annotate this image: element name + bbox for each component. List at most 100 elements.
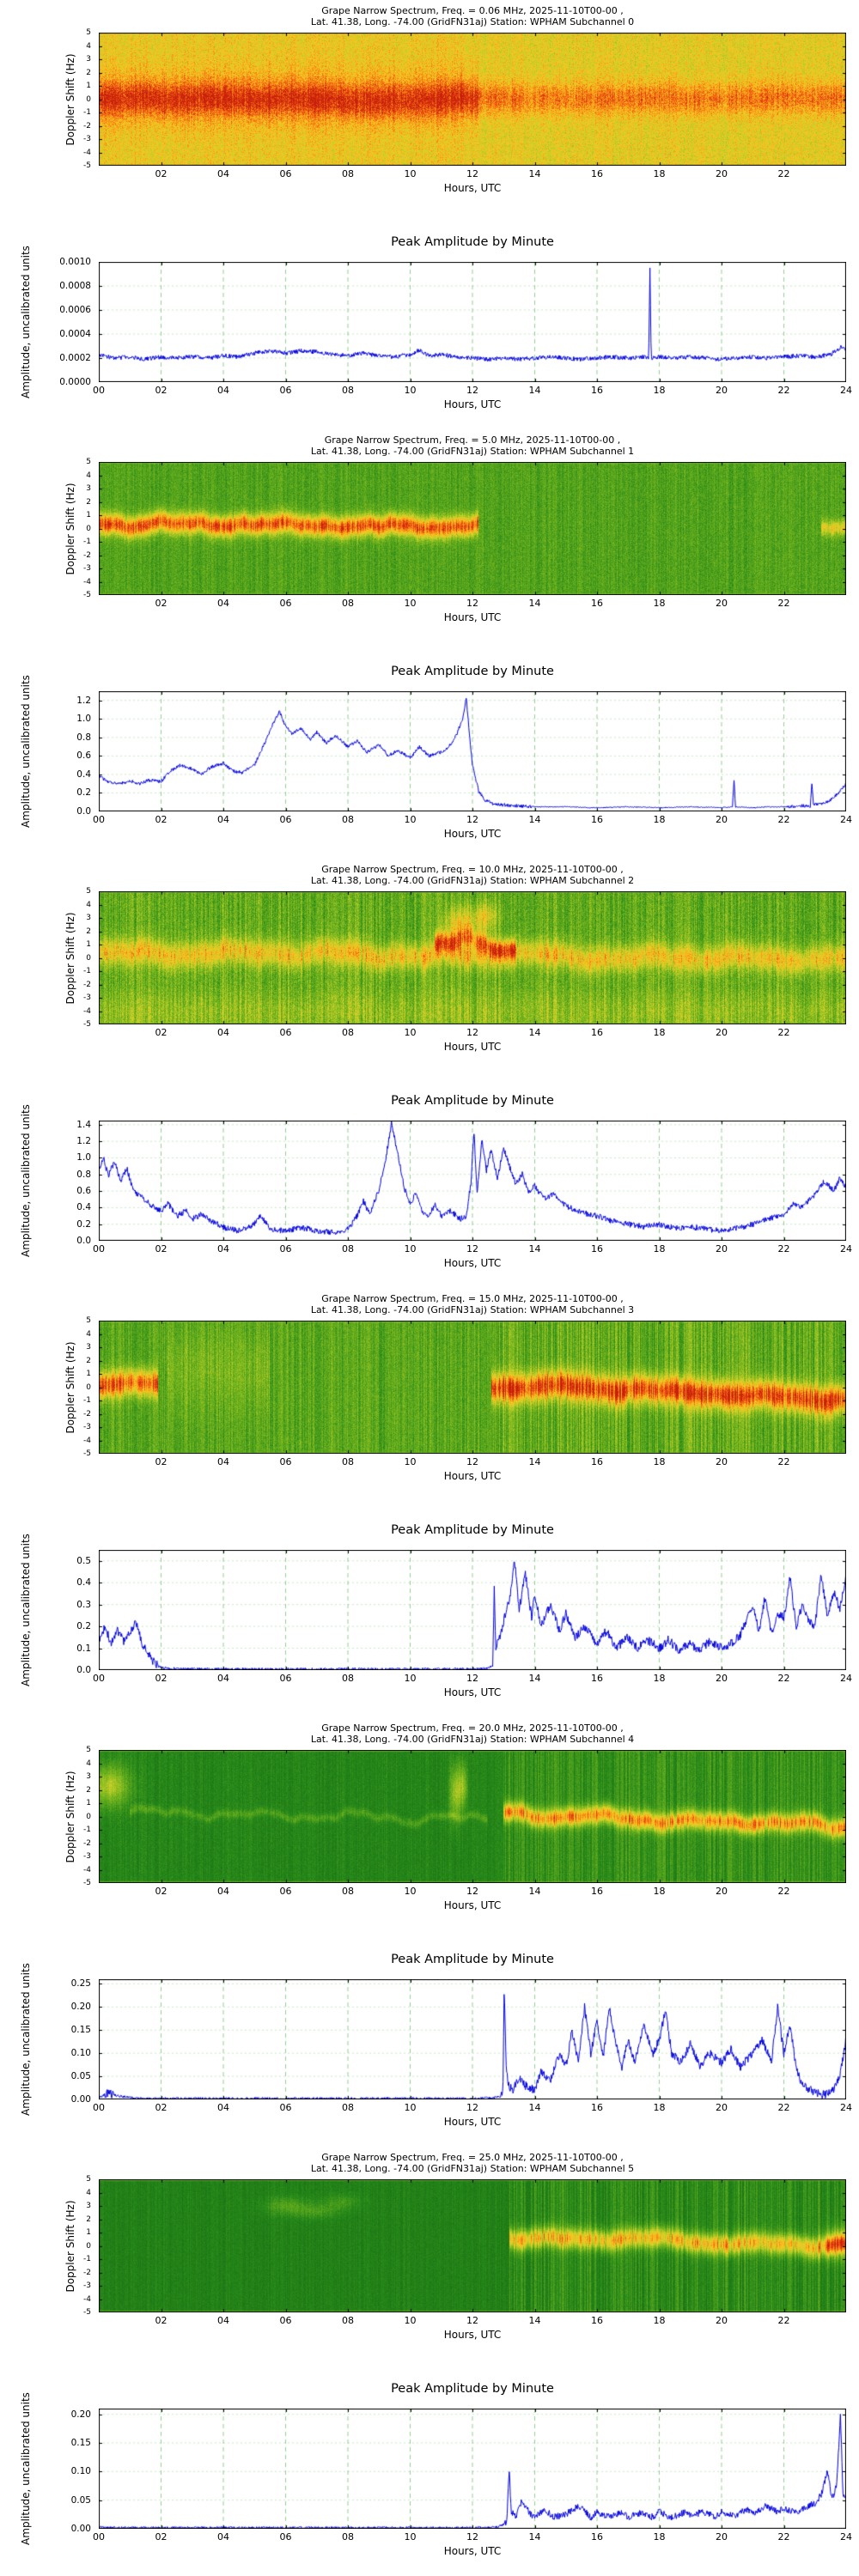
y-tick-label: 0.15 <box>70 2025 91 2036</box>
x-tick-label: 06 <box>279 1456 292 1467</box>
y-tick-label: 0.8 <box>76 1169 91 1180</box>
y-tick-label: -2 <box>83 1838 91 1848</box>
x-tick-label: 18 <box>653 385 666 396</box>
y-tick-label: 2 <box>86 1356 91 1365</box>
y-tick-label: -5 <box>83 1879 91 1887</box>
x-tick-label: 18 <box>653 598 666 609</box>
peak-amplitude-subchannel-1: Peak Amplitude by Minute Amplitude, unca… <box>0 644 859 859</box>
hours-utc-axis-label: Hours, UTC <box>443 398 502 410</box>
x-tick-label: 08 <box>342 1456 354 1467</box>
x-tick-label: 04 <box>217 385 229 396</box>
y-tick-label: 0.10 <box>70 2048 91 2059</box>
doppler-tick-labels: 5 4 3 2 1 0 -1 -2 -3 -4 -5 <box>0 28 94 170</box>
y-tick-label: -3 <box>83 1423 91 1431</box>
x-tick-label: 10 <box>404 1456 417 1467</box>
x-tick-label: 06 <box>279 1886 292 1897</box>
doppler-tick-labels: 5 4 3 2 1 0 -1 -2 -3 -4 -5 <box>0 2175 94 2317</box>
x-tick-label: 08 <box>342 168 354 179</box>
x-tick-label: 06 <box>279 1027 292 1038</box>
x-tick-label: 14 <box>528 1456 541 1467</box>
x-tick-label: 02 <box>155 168 168 179</box>
x-tick-label: 16 <box>591 1886 603 1897</box>
amplitude-line-chart <box>99 262 846 382</box>
x-tick-label: 10 <box>404 1886 417 1897</box>
x-tick-label: 16 <box>591 1456 603 1467</box>
x-tick-label: 14 <box>528 1886 541 1897</box>
hours-utc-axis-label: Hours, UTC <box>443 1257 502 1269</box>
y-tick-label: 0.6 <box>76 750 91 762</box>
x-tick-label: 20 <box>716 814 728 825</box>
x-tick-label: 16 <box>591 385 603 396</box>
x-tick-label: 20 <box>716 2531 728 2543</box>
x-tick-label: 08 <box>342 1886 354 1897</box>
y-tick-label: 5 <box>86 458 91 466</box>
y-tick-label: -2 <box>83 2268 91 2277</box>
y-tick-label: 0 <box>86 1382 91 1392</box>
y-tick-label: -3 <box>83 993 91 1002</box>
hours-utc-axis-label: Hours, UTC <box>443 1041 502 1053</box>
x-tick-label: 18 <box>653 1456 666 1467</box>
x-tick-label: 22 <box>777 168 790 179</box>
x-tick-label: 10 <box>404 385 417 396</box>
y-tick-label: -1 <box>83 108 91 117</box>
x-tick-label: 08 <box>342 2315 354 2326</box>
hour-tick-labels: 02 04 06 08 10 12 14 16 18 20 22 <box>99 168 846 179</box>
x-tick-label: 16 <box>591 1673 603 1684</box>
x-tick-label: 06 <box>279 2102 292 2113</box>
y-tick-label: -5 <box>83 2308 91 2317</box>
x-tick-label: 02 <box>155 1456 168 1467</box>
x-tick-label: 24 <box>840 2531 852 2543</box>
chart-title: Peak Amplitude by Minute <box>391 1523 554 1537</box>
y-tick-label: 0.0 <box>76 806 91 817</box>
x-tick-label: 06 <box>279 2531 292 2543</box>
x-tick-label: 22 <box>777 2315 790 2326</box>
x-tick-label: 06 <box>279 385 292 396</box>
spectrogram-subchannel-2: Grape Narrow Spectrum, Freq. = 10.0 MHz,… <box>0 859 859 1073</box>
hour-tick-labels: 00 02 04 06 08 10 12 14 16 18 20 22 24 <box>93 814 852 825</box>
hour-tick-labels: 00 02 04 06 08 10 12 14 16 18 20 22 24 <box>93 385 852 396</box>
y-tick-label: 0.4 <box>76 769 91 780</box>
amplitude-tick-labels: 0.0 0.2 0.4 0.6 0.8 1.0 1.2 <box>0 691 94 817</box>
spectrogram-heatmap <box>99 33 846 166</box>
x-tick-label: 16 <box>591 2102 603 2113</box>
x-tick-label: 24 <box>840 814 852 825</box>
x-tick-label: 08 <box>342 1673 354 1684</box>
y-tick-label: -3 <box>83 135 91 143</box>
x-tick-label: 14 <box>528 598 541 609</box>
hours-utc-axis-label: Hours, UTC <box>443 828 502 840</box>
y-tick-label: 4 <box>86 1329 91 1339</box>
amplitude-tick-labels: 0.00 0.05 0.10 0.15 0.20 0.25 <box>0 1978 94 2105</box>
x-tick-label: 18 <box>653 1886 666 1897</box>
y-tick-label: 0.4 <box>76 1202 91 1213</box>
y-tick-label: 0.1 <box>76 1643 91 1654</box>
x-tick-label: 06 <box>279 2315 292 2326</box>
x-tick-label: 00 <box>93 2102 105 2113</box>
x-tick-label: 12 <box>466 598 478 609</box>
y-tick-label: 0.0004 <box>59 329 91 339</box>
x-tick-label: 14 <box>528 168 541 179</box>
y-tick-label: -2 <box>83 1409 91 1419</box>
amplitude-tick-labels: 0.0 0.2 0.4 0.6 0.8 1.0 1.2 1.4 <box>0 1120 94 1246</box>
x-tick-label: 18 <box>653 1027 666 1038</box>
hours-utc-axis-label: Hours, UTC <box>443 2329 502 2341</box>
amplitude-line-chart <box>99 691 846 811</box>
x-tick-label: 12 <box>466 1886 478 1897</box>
y-tick-label: 0.0 <box>76 1665 91 1675</box>
x-tick-label: 10 <box>404 2531 417 2543</box>
spectrogram-subchannel-0: Grape Narrow Spectrum, Freq. = 0.06 MHz,… <box>0 0 859 215</box>
spectrogram-title-line2: Lat. 41.38, Long. -74.00 (GridFN31aj) St… <box>310 446 635 457</box>
x-tick-label: 02 <box>155 2531 168 2543</box>
y-tick-label: 0.2 <box>76 1621 91 1632</box>
peak-amplitude-subchannel-0: Peak Amplitude by Minute Amplitude, unca… <box>0 215 859 429</box>
y-tick-label: 1 <box>86 511 91 519</box>
y-tick-label: 2 <box>86 68 91 77</box>
x-tick-label: 12 <box>466 1027 478 1038</box>
x-tick-label: 20 <box>716 1027 728 1038</box>
y-tick-label: 1.0 <box>76 714 91 725</box>
y-tick-label: -5 <box>83 1449 91 1458</box>
x-tick-label: 10 <box>404 1673 417 1684</box>
x-tick-label: 18 <box>653 1673 666 1684</box>
x-tick-label: 16 <box>591 598 603 609</box>
y-tick-label: -4 <box>83 1865 91 1874</box>
hour-tick-labels: 02 04 06 08 10 12 14 16 18 20 22 <box>99 1027 846 1038</box>
